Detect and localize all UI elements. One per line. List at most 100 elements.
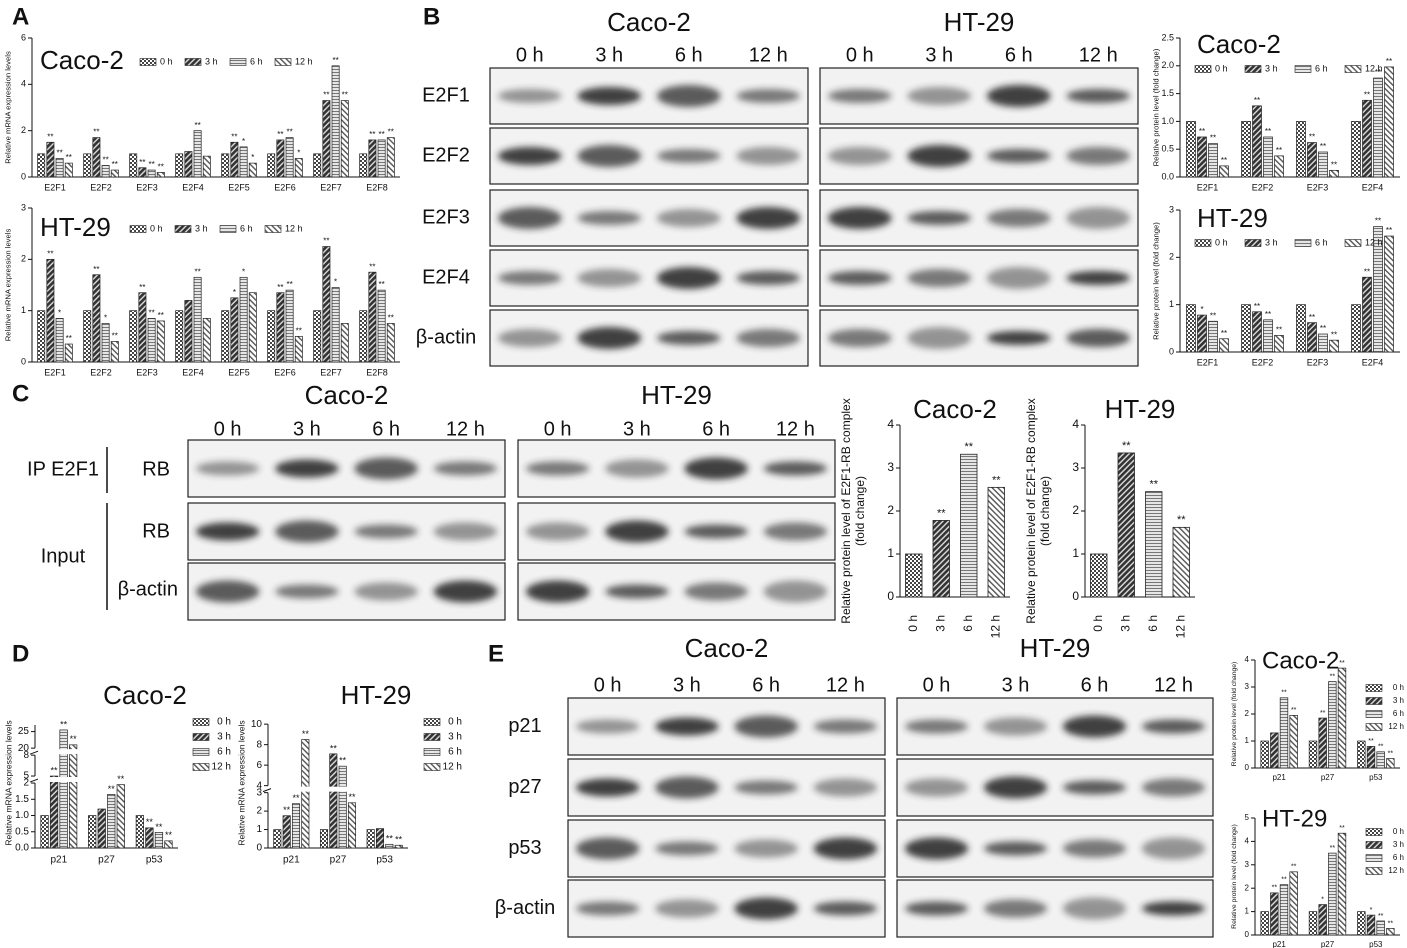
y-tick-label: 8: [256, 739, 262, 750]
bar: [1384, 235, 1394, 353]
blot-band: [907, 145, 972, 167]
axis-break: [29, 749, 178, 755]
lane-label: 12 h: [749, 44, 788, 66]
significance: **: [964, 441, 973, 453]
bar: [1386, 758, 1395, 769]
bar: [322, 246, 331, 363]
significance: **: [93, 128, 99, 137]
blot-band: [354, 582, 418, 601]
significance: **: [1265, 310, 1271, 319]
lane-label: 12 h: [1079, 44, 1118, 66]
significance: **: [93, 265, 99, 274]
y-tick-label: 1.0: [1161, 116, 1174, 126]
cell-line-title: Caco-2: [305, 380, 389, 410]
significance: **: [158, 162, 164, 171]
x-tick-label: 12 h: [988, 615, 1002, 638]
lane-label: 12 h: [826, 674, 865, 696]
legend-label: 0 h: [448, 717, 462, 728]
bar: [1279, 697, 1289, 769]
blot-band: [1066, 207, 1131, 229]
bar: [331, 287, 340, 363]
x-tick-label: p21: [1272, 940, 1286, 948]
significance: **: [286, 280, 292, 289]
y-tick-label: 0: [1072, 589, 1079, 603]
bar: [385, 843, 394, 849]
legend-swatch: [1365, 723, 1383, 731]
significance: **: [277, 283, 283, 292]
legend-swatch: [229, 58, 247, 66]
blot-band: [904, 778, 969, 797]
significance: **: [1364, 90, 1370, 99]
significance: **: [1378, 744, 1384, 751]
panel-label: A: [12, 3, 29, 30]
blot-band: [983, 841, 1048, 856]
significance: **: [1199, 127, 1205, 136]
y-tick-label: 3: [1169, 204, 1174, 214]
significance: **: [1221, 329, 1227, 338]
blot-band: [656, 85, 721, 107]
significance: **: [47, 132, 53, 141]
y-axis-label: Relative protein level of E2F1-RB comple…: [839, 398, 853, 623]
significance: **: [388, 128, 394, 137]
blot-band: [433, 461, 498, 476]
significance: **: [66, 334, 72, 343]
legend-swatch: [423, 733, 441, 741]
bar: [248, 162, 257, 178]
bar: [69, 744, 78, 849]
bar: [331, 65, 340, 178]
blot-band: [577, 327, 642, 349]
row-label: E2F1: [422, 84, 470, 106]
bar: [1351, 121, 1361, 178]
significance: **: [51, 765, 59, 775]
significance: **: [1388, 920, 1394, 927]
break-mark: [262, 788, 272, 793]
bar: [1197, 136, 1207, 178]
blot-band: [497, 207, 562, 229]
significance: **: [1254, 302, 1260, 311]
legend-label: 6 h: [250, 56, 263, 66]
chart-title: Caco-2: [40, 45, 124, 75]
x-tick-label: E2F8: [366, 182, 388, 192]
bar: [175, 310, 184, 363]
y-tick-label: 2: [21, 125, 26, 135]
blot-band: [983, 776, 1048, 799]
panel-label: D: [12, 640, 29, 667]
legend-label: 0 h: [1215, 237, 1228, 247]
blot-band: [656, 149, 721, 163]
y-tick-label: 10: [251, 719, 263, 730]
bar: [340, 323, 349, 363]
blot-band: [655, 776, 719, 799]
bar: [386, 323, 395, 363]
blot-band: [577, 145, 642, 167]
bar: [49, 775, 59, 849]
lane-label: 3 h: [1002, 674, 1030, 696]
y-tick-label: 0: [887, 589, 894, 603]
row-label: β-actin: [495, 897, 555, 919]
bar: [294, 335, 303, 363]
significance: *: [242, 267, 245, 276]
row-label: β-actin: [118, 578, 178, 600]
bar: [1362, 276, 1372, 353]
chart-title: HT-29: [40, 212, 111, 242]
bar: [285, 289, 294, 363]
legend-swatch: [1365, 841, 1383, 849]
blot-band: [827, 89, 892, 103]
legend-swatch: [139, 58, 157, 66]
bar: [368, 139, 377, 178]
bar: [1362, 99, 1372, 178]
y-tick-label: 5: [23, 771, 29, 782]
blot-band: [575, 901, 640, 916]
bar: [1296, 121, 1306, 178]
lane-label: 3 h: [925, 44, 953, 66]
legend-swatch: [1365, 854, 1383, 862]
bar: [116, 784, 125, 849]
bar: [1260, 740, 1269, 769]
bar: [1263, 136, 1273, 178]
y-tick-label: 1.0: [15, 810, 29, 821]
y-axis-label: (fold change): [853, 476, 867, 546]
bar: [83, 310, 92, 363]
bar: [1308, 911, 1318, 936]
blot-band: [684, 524, 748, 539]
blot-band: [497, 89, 562, 103]
significance: **: [283, 805, 291, 815]
